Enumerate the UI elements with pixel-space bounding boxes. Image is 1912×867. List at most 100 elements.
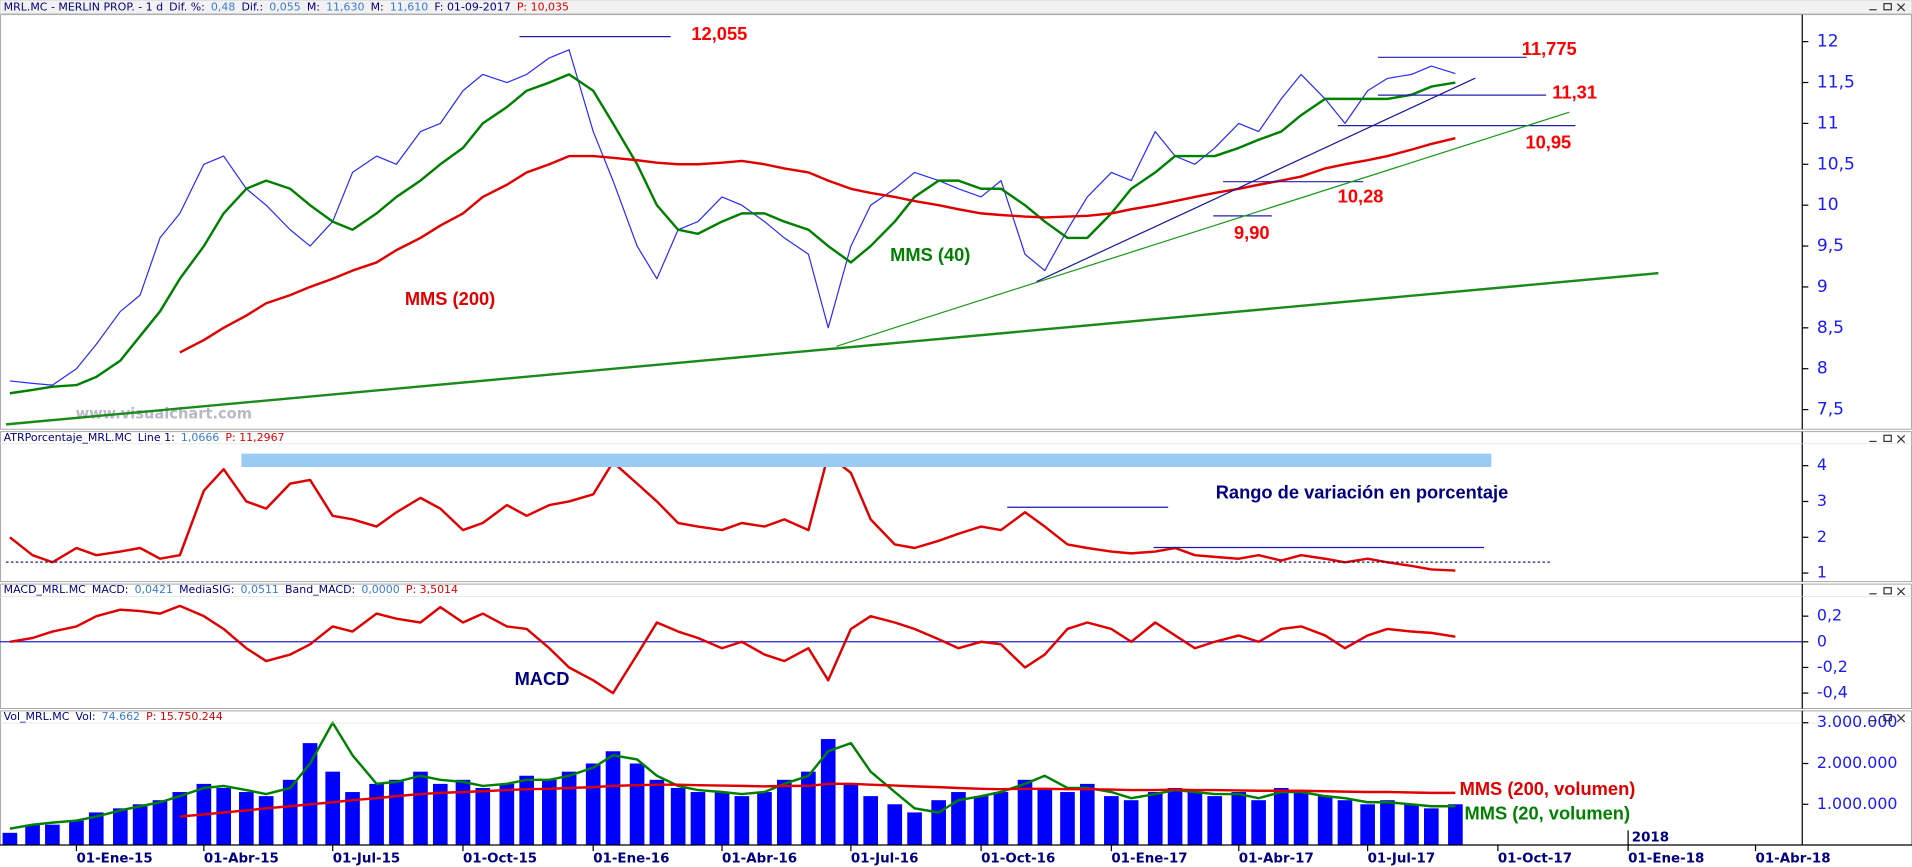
header-segment: Line 1: [138, 431, 175, 444]
trend-line [5, 271, 1659, 426]
x-tick-label: 01-Oct-15 [463, 851, 537, 866]
volume-bar [1273, 787, 1289, 846]
close-icon[interactable] [1896, 434, 1906, 444]
x-tick-label: 01-Abr-16 [722, 851, 797, 866]
volume-bar [152, 800, 168, 846]
header-text: MRL.MC - MERLIN PROP. - 1 d Dif. %: 0,48 Di… [4, 0, 569, 13]
volume-bar [413, 771, 428, 846]
volume-bar [714, 792, 730, 846]
header-segment: 0,0511 [241, 583, 279, 596]
header-segment: F: 01-09-2017 [434, 0, 510, 13]
y-tick-label: 9 [1817, 277, 1828, 297]
series-line [9, 73, 1456, 395]
header-segment: 74.662 [102, 710, 140, 723]
annotation: 11,31 [1552, 82, 1597, 103]
volume-bar [132, 804, 148, 846]
header-segment: 1,0666 [181, 431, 219, 444]
annotation: Rango de variación en porcentaje [1216, 482, 1509, 503]
y-tick-label: 3 [1817, 491, 1827, 510]
maximize-icon[interactable] [1883, 587, 1892, 595]
volume-bar [216, 787, 232, 846]
volume-bar [1317, 796, 1333, 846]
volume-bar [2, 832, 18, 846]
y-tick-label: 11 [1817, 113, 1839, 133]
series-line [9, 604, 1456, 695]
volume-bar [1404, 804, 1419, 846]
close-icon[interactable] [1896, 714, 1906, 723]
x-tick-label: 01-Abr-18 [1756, 851, 1831, 866]
volume-bar [561, 771, 577, 846]
volume-bar [519, 775, 534, 846]
trend-line [1036, 77, 1476, 283]
header-segment: MediaSIG: [179, 583, 234, 596]
volume-bar [325, 771, 341, 846]
x-tick-label: 01-Abr-17 [1239, 851, 1314, 866]
x-tick-label: 01-Jul-17 [1368, 851, 1436, 866]
volume-bar [629, 763, 645, 846]
volume-bar [1424, 808, 1439, 846]
watermark: www.visualchart.com [76, 406, 252, 423]
header-segment: 0,48 [211, 0, 235, 13]
annotation: 10,28 [1338, 185, 1384, 206]
header-segment: P: 10,035 [517, 0, 569, 13]
x-tick-label: 01-Ene-18 [1628, 851, 1704, 866]
header-segment: Dif. %: [169, 0, 205, 13]
header-text: Vol_MRL.MC Vol: 74.662 P: 15.750.244 [4, 710, 223, 723]
y-tick-label: 10 [1817, 195, 1839, 215]
volume-bar [777, 779, 792, 846]
volume-bar [69, 820, 84, 846]
volume-bar [1293, 792, 1309, 846]
header-segment: M: [371, 0, 384, 13]
header-segment: 0,055 [269, 0, 300, 13]
volume-bar [1380, 800, 1395, 846]
panel-3 [2, 721, 1463, 846]
series-line [9, 49, 1456, 386]
header-bar [0, 0, 1912, 14]
y-tick-label: -0,4 [1817, 683, 1848, 702]
x-tick-label: 01-Ene-16 [593, 851, 669, 866]
volume-bar [172, 792, 188, 846]
y-tick-label: 2 [1817, 527, 1827, 546]
maximize-icon[interactable] [1883, 713, 1892, 722]
header-segment: MRL.MC - MERLIN PROP. - 1 d [4, 0, 163, 13]
volume-bar [843, 783, 859, 846]
x-tick-label: 01-Abr-15 [204, 851, 279, 866]
panel-frame [0, 583, 1912, 709]
series-label: MMS (200, volumen) [1460, 778, 1636, 799]
volume-bar [302, 743, 318, 846]
y-tick-label: 10,5 [1817, 154, 1855, 174]
volume-bar [1251, 800, 1266, 846]
y-tick-label: -0,2 [1817, 657, 1848, 676]
close-icon[interactable] [1896, 587, 1906, 596]
volume-bar [1360, 804, 1375, 846]
volume-bar [993, 792, 1009, 846]
maximize-icon[interactable] [1883, 3, 1892, 11]
volume-bar [239, 792, 254, 846]
volume-bar [389, 779, 404, 846]
y-tick-label: 0 [1817, 631, 1827, 650]
volume-bar [670, 787, 686, 846]
series-line [179, 782, 1456, 818]
header-text: MACD_MRL.MC MACD: 0,0421 MediaSIG: 0,0511 Ban… [4, 583, 458, 596]
maximize-icon[interactable] [1883, 434, 1892, 443]
header-segment: Dif.: [241, 0, 263, 13]
annotation: 9,90 [1234, 222, 1270, 243]
y-tick-label: 8 [1817, 359, 1828, 379]
volume-bar [1207, 796, 1223, 846]
volume-bar [432, 783, 448, 846]
x-tick-label: 01-Ene-15 [76, 851, 152, 866]
header-segment: M: [307, 0, 320, 13]
volume-bar [951, 792, 966, 846]
volume-bar [887, 804, 903, 846]
y-tick-label: 3.000.000 [1817, 712, 1898, 731]
panel-frame [0, 14, 1912, 430]
drawings [5, 3, 1906, 723]
header-segment: MACD: [92, 583, 129, 596]
annotation: 10,95 [1525, 132, 1571, 153]
volume-bar [820, 739, 836, 846]
volume-bar [282, 779, 298, 846]
volume-bar [1123, 800, 1139, 846]
close-icon[interactable] [1896, 3, 1906, 12]
volume-bar [88, 812, 104, 846]
